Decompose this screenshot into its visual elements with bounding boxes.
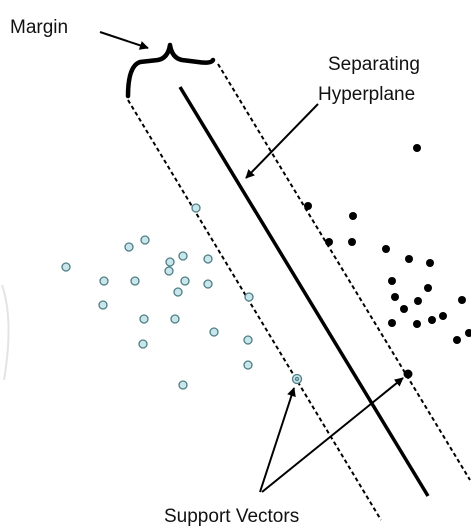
hyperplane-label-line1: Separating bbox=[328, 54, 420, 75]
margin-label: Margin bbox=[10, 17, 68, 38]
class-b-point bbox=[388, 277, 396, 285]
class-b-point bbox=[391, 293, 399, 301]
class-b-point bbox=[403, 369, 413, 379]
class-a-point bbox=[203, 279, 213, 289]
support-vectors-label: Support Vectors bbox=[164, 506, 299, 527]
class-a-point bbox=[209, 327, 219, 337]
class-b-point bbox=[382, 245, 390, 253]
class-b-point bbox=[428, 316, 436, 324]
class-a-point bbox=[243, 360, 253, 370]
class-a-point bbox=[243, 335, 253, 345]
class-b-point bbox=[439, 312, 447, 320]
margin-line-left bbox=[127, 99, 382, 521]
class-b-point bbox=[304, 202, 312, 210]
class-b-point bbox=[400, 305, 408, 313]
class-a-point bbox=[138, 339, 148, 349]
class-b-point bbox=[426, 259, 434, 267]
class-b-point bbox=[348, 238, 356, 246]
class-b-point bbox=[424, 284, 432, 292]
class-a-point bbox=[170, 314, 180, 324]
margin-line-right bbox=[217, 63, 471, 481]
background-arc bbox=[1, 284, 10, 381]
class-b-point bbox=[405, 255, 413, 263]
class-b-point bbox=[325, 238, 333, 246]
class-b-point bbox=[413, 320, 421, 328]
class-b-point bbox=[388, 319, 396, 327]
class-a-point bbox=[191, 203, 201, 213]
support-vector-arrow-right bbox=[261, 377, 404, 493]
class-a-point bbox=[139, 314, 149, 324]
hyperplane-arrow bbox=[245, 103, 319, 179]
class-b-point bbox=[414, 297, 422, 305]
class-a-point bbox=[124, 242, 134, 252]
class-a-point bbox=[130, 276, 140, 286]
class-a-point bbox=[140, 235, 150, 245]
class-a-points bbox=[61, 203, 303, 390]
class-a-point bbox=[178, 380, 188, 390]
class-b-point bbox=[458, 296, 466, 304]
class-b-point bbox=[453, 336, 461, 344]
class-a-point bbox=[164, 266, 174, 276]
class-b-points bbox=[304, 144, 471, 379]
class-a-point bbox=[98, 300, 108, 310]
class-a-point bbox=[165, 257, 175, 267]
hyperplane-label-line2: Hyperplane bbox=[318, 84, 415, 105]
class-b-point bbox=[413, 144, 421, 152]
class-b-point bbox=[349, 212, 357, 220]
class-a-point bbox=[61, 262, 71, 272]
margin-brace bbox=[125, 42, 216, 99]
class-a-point bbox=[99, 276, 109, 286]
class-a-point bbox=[178, 251, 188, 261]
class-b-point bbox=[465, 329, 471, 337]
class-a-point bbox=[173, 287, 183, 297]
hyperplane-line bbox=[178, 86, 430, 497]
class-a-point bbox=[244, 292, 254, 302]
support-vector-arrow-left bbox=[259, 387, 296, 493]
margin-arrow bbox=[99, 31, 149, 50]
class-a-point bbox=[203, 254, 213, 264]
class-a-point bbox=[180, 276, 190, 286]
class-a-point bbox=[294, 376, 300, 382]
